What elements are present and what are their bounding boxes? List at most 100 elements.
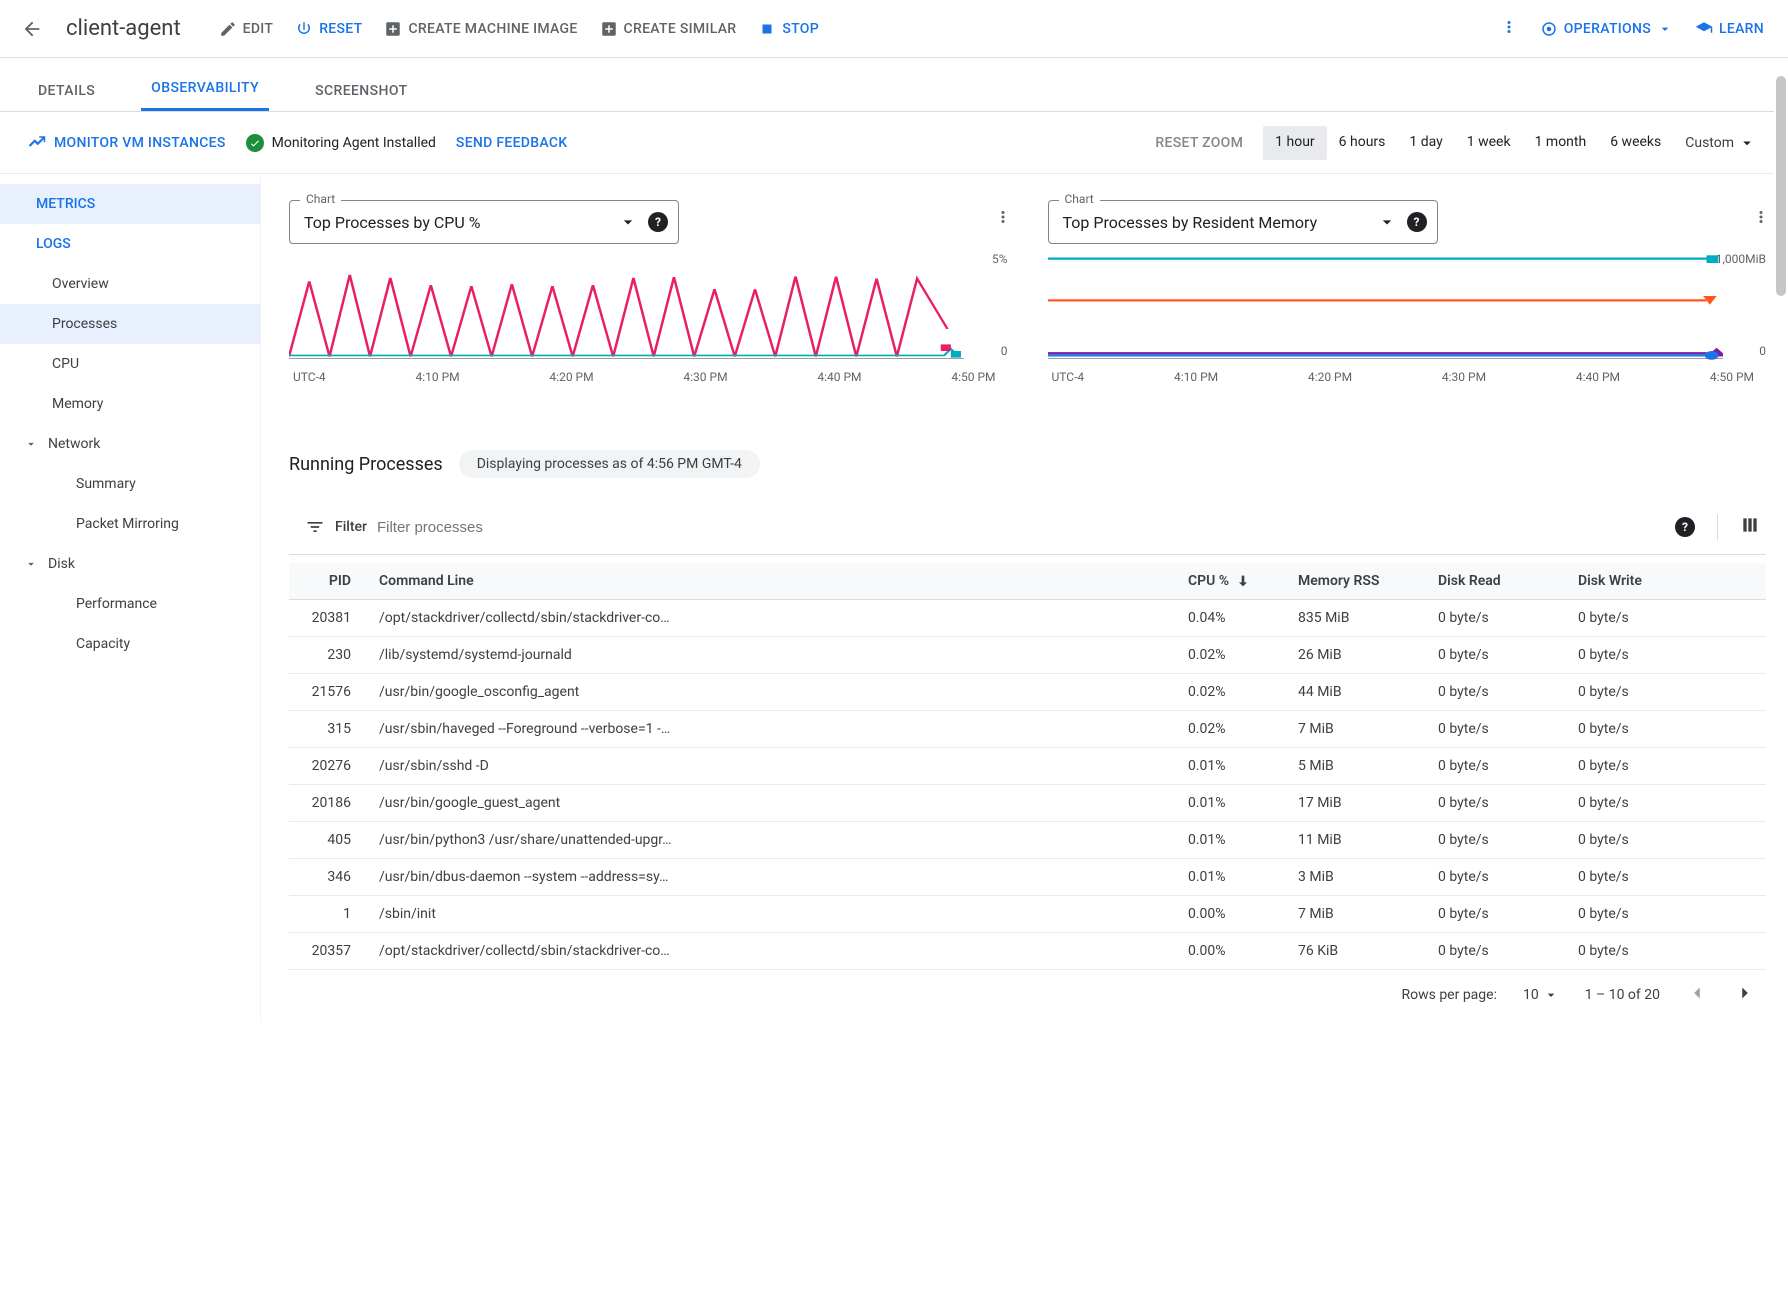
target-icon	[1540, 20, 1558, 38]
cell-mem: 7 MiB	[1298, 906, 1438, 922]
table-row[interactable]: 20381 /opt/stackdriver/collectd/sbin/sta…	[289, 600, 1766, 637]
table-row[interactable]: 1 /sbin/init 0.00% 7 MiB 0 byte/s 0 byte…	[289, 896, 1766, 933]
table-row[interactable]: 21576 /usr/bin/google_osconfig_agent 0.0…	[289, 674, 1766, 711]
page-scrollbar[interactable]	[1774, 70, 1788, 1294]
reset-zoom-button[interactable]: RESET ZOOM	[1155, 135, 1243, 151]
chart-overflow-menu[interactable]	[994, 208, 1012, 230]
create-similar-button[interactable]: CREATE SIMILAR	[600, 20, 737, 38]
reset-button[interactable]: RESET	[295, 20, 362, 38]
page-range: 1 – 10 of 20	[1585, 987, 1660, 1003]
sidebar-performance[interactable]: Performance	[0, 584, 260, 624]
cell-pid: 230	[289, 647, 379, 663]
cell-dw: 0 byte/s	[1578, 684, 1718, 700]
table-row[interactable]: 315 /usr/sbin/haveged --Foreground --ver…	[289, 711, 1766, 748]
cell-dw: 0 byte/s	[1578, 906, 1718, 922]
tab-details[interactable]: DETAILS	[28, 71, 105, 111]
time-range-1-hour[interactable]: 1 hour	[1263, 126, 1327, 160]
hdr-dr[interactable]: Disk Read	[1438, 573, 1578, 589]
toolbar-actions: EDIT RESET CREATE MACHINE IMAGE CREATE S…	[219, 20, 1490, 38]
cell-cpu: 0.01%	[1188, 758, 1298, 774]
chart-overflow-menu[interactable]	[1752, 208, 1770, 230]
chart-select-label: Chart	[300, 192, 341, 206]
tab-observability[interactable]: OBSERVABILITY	[141, 68, 269, 111]
tab-screenshot[interactable]: SCREENSHOT	[305, 71, 417, 111]
operations-dropdown[interactable]: OPERATIONS	[1540, 20, 1673, 38]
time-range-custom[interactable]: Custom	[1673, 126, 1760, 160]
cell-mem: 7 MiB	[1298, 721, 1438, 737]
cell-mem: 11 MiB	[1298, 832, 1438, 848]
sidebar-cpu[interactable]: CPU	[0, 344, 260, 384]
pencil-icon	[219, 20, 237, 38]
columns-icon[interactable]	[1740, 515, 1760, 539]
time-range-6-weeks[interactable]: 6 weeks	[1598, 126, 1673, 160]
hdr-mem[interactable]: Memory RSS	[1298, 573, 1438, 589]
table-row[interactable]: 346 /usr/bin/dbus-daemon --system --addr…	[289, 859, 1766, 896]
scrollbar-thumb[interactable]	[1776, 76, 1786, 296]
help-icon[interactable]: ?	[1407, 212, 1427, 232]
time-range-1-month[interactable]: 1 month	[1523, 126, 1599, 160]
cell-cmd: /opt/stackdriver/collectd/sbin/stackdriv…	[379, 943, 1188, 959]
prev-page-button[interactable]	[1686, 982, 1708, 1008]
cell-dr: 0 byte/s	[1438, 943, 1578, 959]
time-range-1-week[interactable]: 1 week	[1455, 126, 1523, 160]
next-page-button[interactable]	[1734, 982, 1756, 1008]
hdr-cmd[interactable]: Command Line	[379, 573, 1188, 589]
cell-pid: 20357	[289, 943, 379, 959]
create-image-button[interactable]: CREATE MACHINE IMAGE	[384, 20, 577, 38]
toolbar-right: OPERATIONS LEARN	[1500, 18, 1764, 40]
cell-pid: 315	[289, 721, 379, 737]
cell-pid: 20186	[289, 795, 379, 811]
chart-select-label: Chart	[1059, 192, 1100, 206]
cell-cpu: 0.01%	[1188, 869, 1298, 885]
cell-dr: 0 byte/s	[1438, 758, 1578, 774]
cell-mem: 26 MiB	[1298, 647, 1438, 663]
sidebar-summary[interactable]: Summary	[0, 464, 260, 504]
table-row[interactable]: 20357 /opt/stackdriver/collectd/sbin/sta…	[289, 933, 1766, 970]
table-row[interactable]: 20276 /usr/sbin/sshd -D 0.01% 5 MiB 0 by…	[289, 748, 1766, 785]
xaxis: UTC-44:10 PM4:20 PM4:30 PM4:40 PM4:50 PM	[289, 370, 1008, 384]
monitor-instances-link[interactable]: MONITOR VM INSTANCES	[28, 134, 226, 152]
cell-cmd: /sbin/init	[379, 906, 1188, 922]
help-icon[interactable]: ?	[1675, 517, 1695, 537]
cell-cpu: 0.02%	[1188, 647, 1298, 663]
sidebar-disk-group[interactable]: Disk	[0, 544, 260, 584]
cell-cmd: /opt/stackdriver/collectd/sbin/stackdriv…	[379, 610, 1188, 626]
chart-select-cpu[interactable]: Chart Top Processes by CPU % ?	[289, 200, 679, 244]
learn-button[interactable]: LEARN	[1695, 20, 1764, 38]
cell-cmd: /usr/sbin/sshd -D	[379, 758, 1188, 774]
back-button[interactable]	[14, 11, 50, 47]
agent-status-badge: Monitoring Agent Installed	[246, 134, 436, 152]
sidebar-logs[interactable]: LOGS	[0, 224, 260, 264]
sidebar-capacity[interactable]: Capacity	[0, 624, 260, 664]
sidebar-packet-mirroring[interactable]: Packet Mirroring	[0, 504, 260, 544]
hdr-dw[interactable]: Disk Write	[1578, 573, 1718, 589]
cell-cpu: 0.01%	[1188, 795, 1298, 811]
edit-button[interactable]: EDIT	[219, 20, 274, 38]
time-range-1-day[interactable]: 1 day	[1397, 126, 1454, 160]
sidebar-metrics[interactable]: METRICS	[0, 184, 260, 224]
table-row[interactable]: 405 /usr/bin/python3 /usr/share/unattend…	[289, 822, 1766, 859]
sidebar-processes[interactable]: Processes	[0, 304, 260, 344]
stop-button[interactable]: STOP	[758, 20, 819, 38]
chevron-down-icon	[1543, 987, 1559, 1003]
hdr-cpu[interactable]: CPU %	[1188, 573, 1298, 589]
rows-per-page-select[interactable]: 10	[1523, 987, 1559, 1003]
overflow-menu[interactable]	[1500, 18, 1518, 40]
chart-select-mem[interactable]: Chart Top Processes by Resident Memory ?	[1048, 200, 1438, 244]
filter-input[interactable]	[377, 519, 1675, 536]
process-table: PID Command Line CPU % Memory RSS Disk R…	[289, 563, 1766, 1012]
send-feedback-link[interactable]: SEND FEEDBACK	[456, 135, 568, 151]
sidebar-memory[interactable]: Memory	[0, 384, 260, 424]
chevron-down-icon	[1377, 212, 1397, 232]
sidebar-network-group[interactable]: Network	[0, 424, 260, 464]
hdr-pid[interactable]: PID	[289, 573, 379, 589]
chevron-down-icon	[24, 437, 38, 451]
sidebar-overview[interactable]: Overview	[0, 264, 260, 304]
table-row[interactable]: 230 /lib/systemd/systemd-journald 0.02% …	[289, 637, 1766, 674]
time-range-6-hours[interactable]: 6 hours	[1327, 126, 1398, 160]
cell-dw: 0 byte/s	[1578, 832, 1718, 848]
cell-dr: 0 byte/s	[1438, 721, 1578, 737]
help-icon[interactable]: ?	[648, 212, 668, 232]
cell-dr: 0 byte/s	[1438, 647, 1578, 663]
table-row[interactable]: 20186 /usr/bin/google_guest_agent 0.01% …	[289, 785, 1766, 822]
